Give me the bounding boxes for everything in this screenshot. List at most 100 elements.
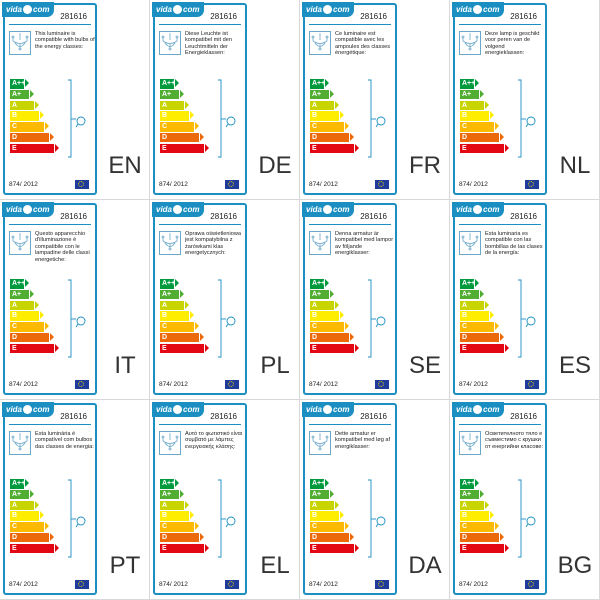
chandelier-icon <box>309 231 331 255</box>
energy-class-bar: A++ <box>10 79 29 89</box>
energy-class-bar: A++ <box>460 279 479 289</box>
energy-class-bar: E <box>160 543 209 554</box>
brand-logo-icon <box>23 205 33 215</box>
compatibility-text: Deze lamp is geschikt voor peren van de … <box>485 31 540 57</box>
eu-flag-icon <box>225 580 239 589</box>
energy-class-bar: C <box>160 522 199 532</box>
energy-label-card: vida com 281616 Осветителното тяло е съвмес… <box>452 402 547 595</box>
energy-class-scale: A++ A+ A B C D E <box>160 279 220 355</box>
language-code: SE <box>408 352 441 379</box>
energy-class-bar: B <box>160 111 194 121</box>
eu-stars-icon <box>378 581 384 587</box>
chandelier-icon <box>9 231 31 255</box>
regulation-number: 874/ 2012 <box>459 381 488 388</box>
brand-logo-icon <box>473 205 483 215</box>
brand-logo: vida com <box>452 402 504 417</box>
energy-class-bar: D <box>460 532 504 543</box>
product-code: 281616 <box>510 12 537 21</box>
language-code: PT <box>109 552 141 579</box>
brand-logo: vida com <box>2 2 54 17</box>
energy-class-bar: E <box>10 543 59 554</box>
energy-class-bar: B <box>160 511 194 521</box>
energy-label-card: vida com 281616 Questo apparecchio d'illumi… <box>2 202 97 395</box>
energy-class-bar: D <box>310 132 354 143</box>
compatibility-text: Ce luminaire est compatible avec les amp… <box>335 31 391 57</box>
energy-class-bar: D <box>310 532 354 543</box>
energy-class-bar: D <box>160 532 204 543</box>
brand-suffix: com <box>483 405 500 414</box>
brand-logo: vida com <box>302 2 354 17</box>
energy-class-scale: A++ A+ A B C D E <box>10 279 70 355</box>
energy-class-bar: C <box>10 322 49 332</box>
eu-flag-icon <box>375 380 389 389</box>
energy-class-bar: C <box>10 522 49 532</box>
energy-class-bar: E <box>10 143 59 154</box>
regulation-number: 874/ 2012 <box>9 581 38 588</box>
brand-logo-icon <box>323 205 333 215</box>
brand-logo: vida com <box>152 2 204 17</box>
energy-class-bar: C <box>310 522 349 532</box>
energy-class-bar: A <box>310 100 339 111</box>
regulation-number: 874/ 2012 <box>159 181 188 188</box>
regulation-number: 874/ 2012 <box>309 181 338 188</box>
energy-class-bar: D <box>10 532 54 543</box>
header-divider <box>9 224 91 225</box>
bulb-icon <box>218 79 236 158</box>
energy-class-bar: A <box>10 300 39 311</box>
eu-flag-icon <box>525 180 539 189</box>
energy-label-card: vida com 281616 Diese Leuchte ist kompatibe… <box>152 2 247 195</box>
brand-logo-icon <box>473 405 483 415</box>
energy-class-bar: C <box>160 122 199 132</box>
brand-logo-icon <box>473 5 483 15</box>
header-divider <box>9 424 91 425</box>
energy-class-bar: A+ <box>460 489 484 500</box>
regulation-number: 874/ 2012 <box>459 581 488 588</box>
language-code: BG <box>557 552 593 579</box>
compatibility-text: Questo apparecchio d'illuminazione è com… <box>35 231 90 263</box>
energy-class-bar: C <box>460 122 499 132</box>
language-code: IT <box>114 352 136 379</box>
energy-class-bar: A++ <box>460 479 479 489</box>
energy-class-scale: A++ A+ A B C D E <box>10 479 70 555</box>
energy-class-bar: C <box>310 322 349 332</box>
energy-class-bar: A++ <box>160 79 179 89</box>
language-code: EN <box>108 152 142 179</box>
language-code: PL <box>260 352 290 379</box>
brand-logo: vida com <box>302 402 354 417</box>
chandelier-icon <box>159 31 181 55</box>
regulation-number: 874/ 2012 <box>9 381 38 388</box>
energy-label-card: vida com 281616 Oprawa oświetleniowa jest k… <box>152 202 247 395</box>
energy-class-bar: A+ <box>160 489 184 500</box>
brand-name: vida <box>156 5 173 14</box>
compatibility-text: Dette armatur er kompatibel med løg af e… <box>335 431 391 450</box>
label-cell: vida com 281616 Dette armatur er kompatibel… <box>300 400 450 600</box>
chandelier-icon <box>159 431 181 455</box>
eu-stars-icon <box>528 581 534 587</box>
energy-class-bar: C <box>10 122 49 132</box>
energy-class-bar: A++ <box>10 279 29 289</box>
product-code: 281616 <box>510 212 537 221</box>
bulb-icon <box>218 479 236 558</box>
eu-stars-icon <box>78 381 84 387</box>
energy-class-bar: B <box>310 311 344 321</box>
header-divider <box>159 24 241 25</box>
eu-flag-icon <box>375 580 389 589</box>
brand-suffix: com <box>33 205 50 214</box>
energy-class-bar: A+ <box>310 89 334 100</box>
energy-class-scale: A++ A+ A B C D E <box>310 279 370 355</box>
brand-name: vida <box>156 405 173 414</box>
energy-class-bar: A++ <box>160 279 179 289</box>
brand-logo: vida com <box>452 2 504 17</box>
energy-class-scale: A++ A+ A B C D E <box>310 479 370 555</box>
energy-label-card: vida com 281616 Esta luminária é compatível… <box>2 402 97 595</box>
eu-flag-icon <box>225 380 239 389</box>
energy-class-bar: C <box>460 322 499 332</box>
brand-name: vida <box>306 405 323 414</box>
brand-logo-icon <box>173 205 183 215</box>
bulb-icon <box>218 279 236 358</box>
energy-class-bar: A++ <box>310 479 329 489</box>
brand-suffix: com <box>183 405 200 414</box>
energy-class-bar: D <box>310 332 354 343</box>
header-divider <box>459 424 541 425</box>
